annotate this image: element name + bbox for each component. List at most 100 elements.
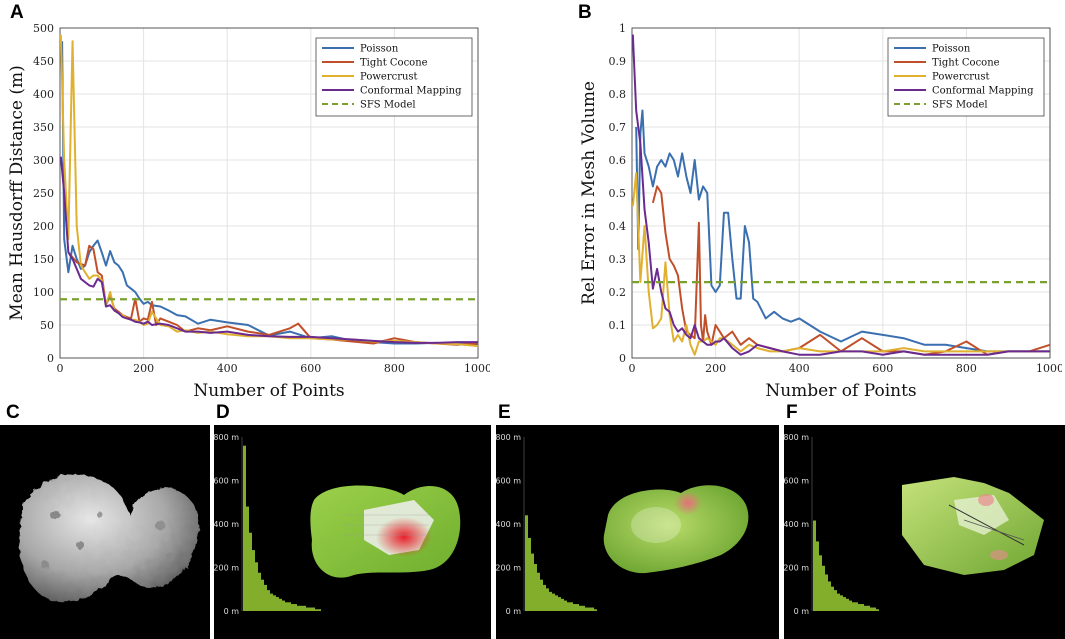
legend-label-poisson: Poisson xyxy=(932,44,971,55)
histogram-bar xyxy=(303,605,306,611)
histogram-bar xyxy=(855,602,858,611)
histogram-axis-label: 600 m xyxy=(214,477,239,486)
histogram-bar xyxy=(255,562,258,611)
histogram-axis-label: 400 m xyxy=(496,520,521,529)
chart-a-hausdorff-distance: 0 200 400 600 800 1000 0 50 100 150 200 250 300 350 40… xyxy=(7,22,490,401)
histogram-bar xyxy=(867,605,870,611)
histogram-bar xyxy=(300,605,303,611)
histogram-bar xyxy=(816,541,819,611)
histogram-bar xyxy=(528,537,531,611)
histogram-bar xyxy=(291,604,294,611)
mesh-d xyxy=(310,485,461,578)
histogram-bar xyxy=(540,579,543,611)
x-axis-label: Number of Points xyxy=(765,381,916,401)
y-tick-label: 450 xyxy=(33,55,54,68)
histogram-bar xyxy=(561,598,564,611)
panel-d-graphic: 800 m 600 m 400 m 200 m 0 m xyxy=(214,433,461,616)
histogram-axis-label: 0 m xyxy=(224,607,240,616)
histogram-axis-label: 200 m xyxy=(214,564,239,573)
y-tick-label: 350 xyxy=(33,121,54,134)
series-line-poisson xyxy=(61,41,479,346)
legend-label-sfs: SFS Model xyxy=(360,100,416,111)
histogram-axis-label: 800 m xyxy=(496,433,521,442)
histogram-bar xyxy=(309,607,312,611)
histogram-bar xyxy=(876,609,879,611)
y-tick-label: 200 xyxy=(33,220,54,233)
plot-frame xyxy=(631,27,1051,359)
histogram-bar xyxy=(567,602,570,611)
histogram-bar xyxy=(315,609,318,611)
panel-label-a: A xyxy=(10,2,24,23)
y-tick-label: 0.5 xyxy=(609,187,627,200)
histogram-bar xyxy=(264,584,267,611)
histogram-axis-label: 400 m xyxy=(214,520,239,529)
y-tick-label: 0.7 xyxy=(609,121,627,134)
y-tick-label: 150 xyxy=(33,253,54,266)
histogram-bar xyxy=(546,588,549,611)
histogram-axis-label: 200 m xyxy=(784,564,809,573)
histogram-bar xyxy=(318,609,321,611)
histogram-d: 800 m 600 m 400 m 200 m 0 m xyxy=(214,433,321,616)
y-axis-label: Rel Error in Mesh Volume xyxy=(579,81,599,305)
histogram-bar xyxy=(822,565,825,611)
y-tick-label: 0 xyxy=(619,352,626,365)
histogram-axis-label: 600 m xyxy=(496,477,521,486)
histogram-bar xyxy=(840,595,843,611)
series-line-conformal xyxy=(59,156,478,344)
histogram-bar xyxy=(534,564,537,611)
y-tick-label: 0.1 xyxy=(609,319,627,332)
histogram-bar xyxy=(279,598,282,611)
panel-label-d: D xyxy=(216,402,230,423)
histogram-bar xyxy=(576,604,579,611)
histogram-bar xyxy=(843,597,846,611)
histogram-axis-label: 800 m xyxy=(214,433,239,442)
histogram-axis-label: 200 m xyxy=(496,564,521,573)
histogram-bar xyxy=(258,572,261,611)
panel-label-e: E xyxy=(498,402,511,423)
histogram-bar xyxy=(819,555,822,611)
mesh-e xyxy=(603,485,749,574)
panel-e-graphic: 800 m 600 m 400 m 200 m 0 m xyxy=(496,433,749,616)
legend-label-powercrust: Powercrust xyxy=(360,72,418,83)
y-tick-label: 0.6 xyxy=(609,154,627,167)
histogram-axis-label: 0 m xyxy=(794,607,810,616)
y-tick-label: 300 xyxy=(33,154,54,167)
histogram-bar xyxy=(549,591,552,611)
histogram-bar xyxy=(270,593,273,611)
histogram-bar xyxy=(579,605,582,611)
histogram-bar xyxy=(588,607,591,611)
y-tick-label: 100 xyxy=(33,286,54,299)
x-tick-label: 1000 xyxy=(464,362,490,375)
legend-label-tight: Tight Cocone xyxy=(360,58,428,69)
mesh-f xyxy=(902,477,1044,575)
histogram-bar xyxy=(246,506,249,611)
plot-frame xyxy=(59,27,479,359)
x-tick-label: 400 xyxy=(789,362,810,375)
histogram-bar xyxy=(573,604,576,611)
chart-b-volume-error: 0 200 400 600 800 1000 0 0.1 0.2 0.3 0.4 0.5 0.6 0.7 0… xyxy=(579,22,1062,401)
histogram-bar xyxy=(828,581,831,611)
x-tick-label: 600 xyxy=(300,362,321,375)
histogram-axis-label: 800 m xyxy=(784,433,809,442)
histogram-f: 800 m 600 m 400 m 200 m 0 m xyxy=(784,433,879,616)
x-tick-label: 800 xyxy=(956,362,977,375)
y-tick-label: 400 xyxy=(33,88,54,101)
histogram-bar xyxy=(261,579,264,611)
legend-label-powercrust: Powercrust xyxy=(932,72,990,83)
histogram-bar xyxy=(870,607,873,611)
histogram-bar xyxy=(564,600,567,611)
y-tick-label: 0.9 xyxy=(609,55,627,68)
histogram-bar xyxy=(276,597,279,611)
y-tick-label: 0.2 xyxy=(609,286,627,299)
histogram-bar xyxy=(273,595,276,611)
histogram-bar xyxy=(288,602,291,611)
histogram-bar xyxy=(570,602,573,611)
legend-label-tight: Tight Cocone xyxy=(932,58,1000,69)
histogram-bar xyxy=(267,590,270,611)
histogram-bar xyxy=(852,602,855,611)
legend-label-conformal: Conformal Mapping xyxy=(932,86,1034,97)
y-tick-label: 0 xyxy=(47,352,54,365)
panel-label-b: B xyxy=(578,2,592,23)
histogram-bar xyxy=(837,593,840,611)
y-tick-label: 250 xyxy=(33,187,54,200)
